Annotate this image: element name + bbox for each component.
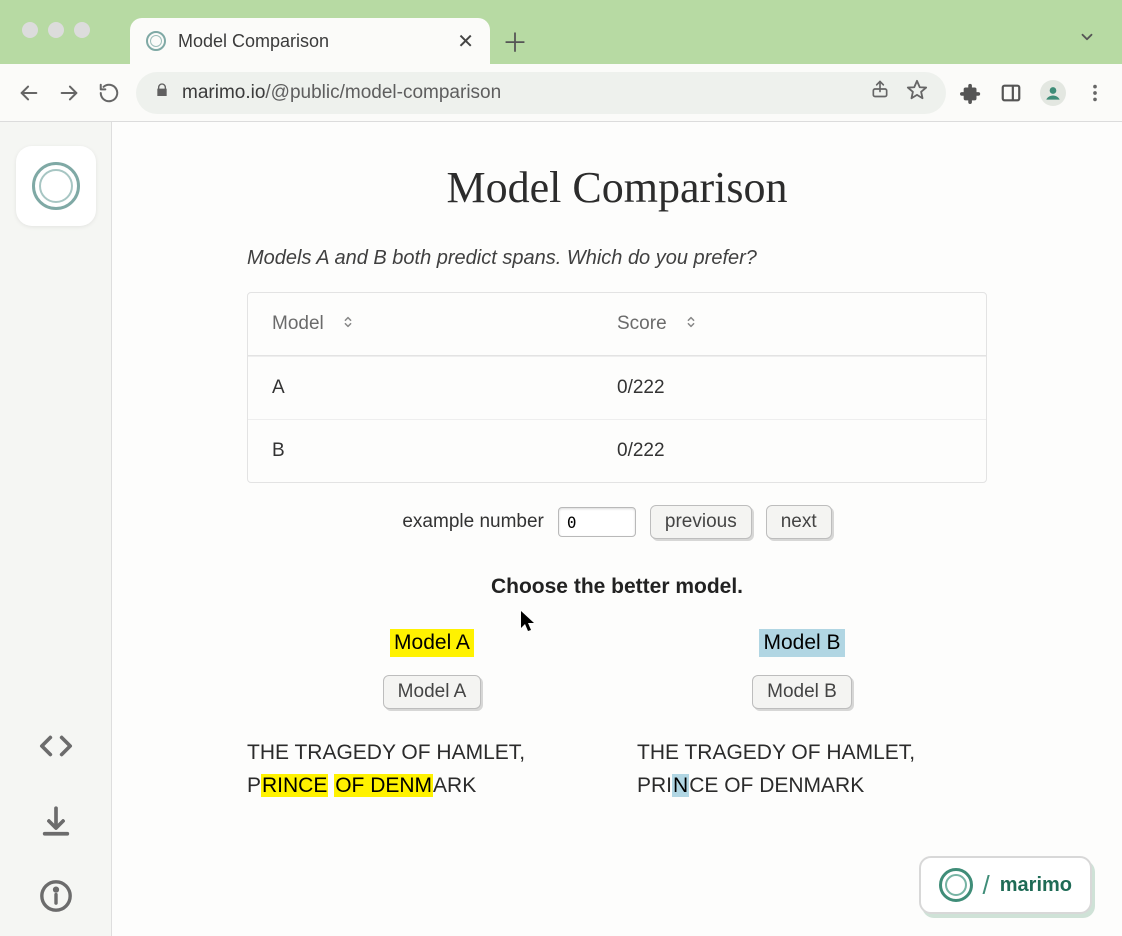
- info-button[interactable]: [39, 879, 73, 918]
- sort-icon[interactable]: [342, 313, 354, 335]
- window-controls: [22, 22, 90, 38]
- page-subtitle: Models A and B both predict spans. Which…: [247, 247, 987, 270]
- span-highlight-a: RINCE: [261, 774, 328, 797]
- table-row: B 0/222: [248, 419, 986, 482]
- content-area: Model Comparison Models A and B both pre…: [112, 122, 1122, 936]
- app-logo[interactable]: [16, 146, 96, 226]
- side-panel-icon[interactable]: [1000, 82, 1022, 104]
- passage-a: THE TRAGEDY OF HAMLET, PRINCE OF DENMARK: [247, 737, 597, 802]
- next-button[interactable]: next: [766, 505, 832, 539]
- col-header-model[interactable]: Model: [272, 313, 324, 335]
- tab-title: Model Comparison: [178, 31, 445, 52]
- span-highlight-a: OF DENM: [334, 774, 433, 797]
- app-body: Model Comparison Models A and B both pre…: [0, 122, 1122, 936]
- lock-icon: [154, 82, 170, 104]
- example-controls: example number previous next: [247, 505, 987, 539]
- code-view-button[interactable]: [39, 729, 73, 768]
- url-host: marimo.io: [182, 82, 265, 103]
- marimo-badge[interactable]: / marimo: [919, 856, 1092, 914]
- sort-icon[interactable]: [685, 313, 697, 335]
- nav-back-button[interactable]: [16, 80, 42, 106]
- passage-b: THE TRAGEDY OF HAMLET, PRINCE OF DENMARK: [637, 737, 987, 802]
- col-header-score[interactable]: Score: [617, 313, 667, 335]
- example-number-label: example number: [402, 511, 544, 533]
- cell-score: 0/222: [617, 377, 962, 399]
- window-zoom-dot[interactable]: [74, 22, 90, 38]
- bookmark-star-icon[interactable]: [906, 79, 928, 107]
- profile-avatar[interactable]: [1040, 80, 1066, 106]
- toolbar-right: [960, 80, 1106, 106]
- passages-row: THE TRAGEDY OF HAMLET, PRINCE OF DENMARK…: [247, 737, 987, 802]
- extensions-icon[interactable]: [960, 82, 982, 104]
- left-rail: [0, 122, 112, 936]
- browser-tab-strip: Model Comparison ✕ ＋: [0, 0, 1122, 64]
- browser-tab-active[interactable]: Model Comparison ✕: [130, 18, 490, 64]
- cell-model: A: [272, 377, 617, 399]
- model-b-column: Model B Model B: [617, 629, 987, 709]
- address-bar[interactable]: marimo.io/@public/model-comparison: [136, 72, 946, 114]
- cell-model: B: [272, 440, 617, 462]
- url-text: marimo.io/@public/model-comparison: [182, 82, 501, 104]
- example-number-input[interactable]: [558, 507, 636, 537]
- cell-score: 0/222: [617, 440, 962, 462]
- page-title: Model Comparison: [247, 162, 987, 213]
- new-tab-button[interactable]: ＋: [498, 24, 532, 58]
- model-choice-row: Model A Model A Model B Model B: [247, 629, 987, 709]
- nav-forward-button[interactable]: [56, 80, 82, 106]
- nav-reload-button[interactable]: [96, 80, 122, 106]
- previous-button[interactable]: previous: [650, 505, 752, 539]
- marimo-logo-icon: [32, 162, 80, 210]
- browser-toolbar: marimo.io/@public/model-comparison: [0, 64, 1122, 122]
- score-table: Model Score A 0/222: [247, 292, 987, 483]
- badge-brand: marimo: [1000, 874, 1072, 897]
- window-close-dot[interactable]: [22, 22, 38, 38]
- choose-model-a-button[interactable]: Model A: [383, 675, 482, 709]
- window-minimize-dot[interactable]: [48, 22, 64, 38]
- model-a-header: Model A: [390, 629, 474, 657]
- table-header-row: Model Score: [248, 293, 986, 356]
- model-a-column: Model A Model A: [247, 629, 617, 709]
- tab-close-icon[interactable]: ✕: [457, 29, 474, 54]
- kebab-menu-icon[interactable]: [1084, 82, 1106, 104]
- marimo-badge-icon: [939, 868, 973, 902]
- choose-prompt: Choose the better model.: [247, 575, 987, 599]
- share-icon[interactable]: [870, 79, 890, 107]
- url-path: /@public/model-comparison: [265, 82, 501, 103]
- tabs-overflow-icon[interactable]: [1078, 28, 1096, 51]
- download-button[interactable]: [39, 804, 73, 843]
- choose-model-b-button[interactable]: Model B: [752, 675, 852, 709]
- tab-favicon-icon: [146, 31, 166, 51]
- span-highlight-b: N: [672, 774, 689, 797]
- badge-slash: /: [983, 870, 990, 901]
- model-b-header: Model B: [759, 629, 844, 657]
- table-row: A 0/222: [248, 356, 986, 419]
